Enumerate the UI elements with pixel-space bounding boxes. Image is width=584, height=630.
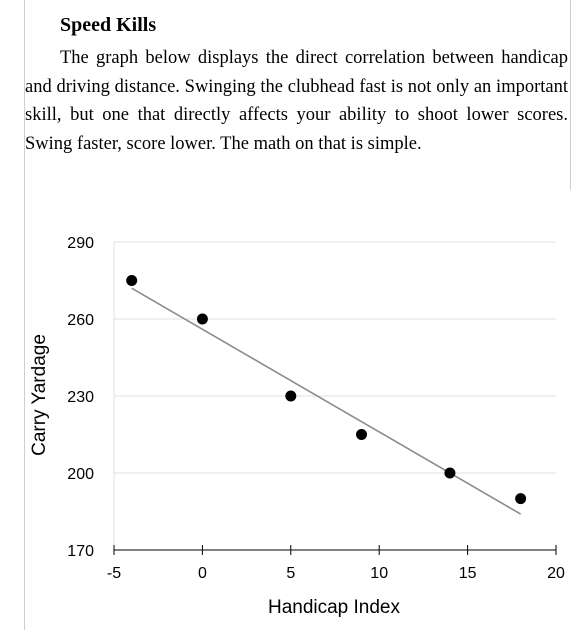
section-heading: Speed Kills <box>60 14 157 36</box>
data-point <box>356 429 368 440</box>
data-points <box>126 275 527 505</box>
x-tick-label: 0 <box>198 565 207 582</box>
grid-lines <box>113 241 556 550</box>
data-point <box>126 275 138 286</box>
body-paragraph: The graph below displays the direct corr… <box>25 48 568 154</box>
right-margin-rule <box>570 0 571 190</box>
data-point <box>444 467 456 479</box>
x-tick-label: -5 <box>107 565 121 582</box>
x-tick-label: 10 <box>370 565 388 582</box>
data-point <box>196 313 208 325</box>
left-margin-rule <box>24 0 25 630</box>
y-tick-label: 230 <box>67 389 94 406</box>
trendline <box>131 287 522 515</box>
trendline-group <box>131 287 522 515</box>
x-axis-title: Handicap Index <box>268 597 401 618</box>
y-tick-label: 200 <box>67 466 94 483</box>
axes <box>113 545 557 555</box>
x-tick-label: 20 <box>547 565 565 582</box>
data-point <box>285 390 297 402</box>
x-tick-label: 15 <box>459 565 477 582</box>
data-point <box>515 493 527 505</box>
y-tick-label: 170 <box>67 543 94 560</box>
y-axis-title: Carry Yardage <box>29 334 50 456</box>
y-tick-label: 290 <box>67 235 94 252</box>
x-tick-label: 5 <box>286 565 295 582</box>
axis-labels: Handicap Index Carry Yardage -5 0 5 10 15 20 1… <box>29 235 565 618</box>
y-tick-label: 260 <box>67 312 94 329</box>
